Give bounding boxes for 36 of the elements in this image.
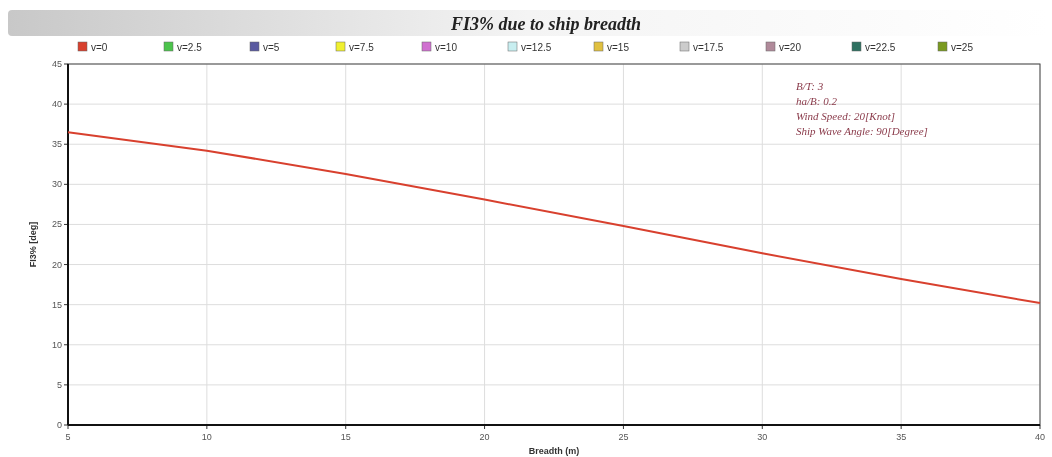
legend-label: v=10 [435, 41, 458, 53]
legend-label: v=25 [951, 41, 974, 53]
x-tick-label: 15 [340, 432, 351, 442]
x-tick-label: 10 [201, 432, 212, 442]
y-tick-label: 0 [56, 420, 62, 430]
x-tick-label: 20 [479, 432, 490, 442]
y-tick-label: 30 [51, 179, 62, 190]
y-tick-label: 5 [56, 379, 62, 390]
legend-label: v=2.5 [177, 41, 203, 53]
legend-label: v=20 [779, 41, 802, 53]
legend-label: v=22.5 [865, 41, 896, 53]
legend-label: v=7.5 [349, 41, 375, 53]
y-tick-label: 20 [51, 259, 62, 270]
annotation: Wind Speed: 20[Knot] [796, 110, 895, 122]
x-tick-label: 25 [618, 432, 629, 442]
annotation: Ship Wave Angle: 90[Degree] [796, 125, 928, 137]
y-tick-label: 10 [51, 339, 62, 350]
y-tick-label: 25 [51, 219, 62, 230]
annotation: B/T: 3 [796, 80, 824, 92]
y-axis-title: FI3% [deg] [28, 221, 38, 268]
x-tick-label: 5 [65, 432, 71, 442]
legend-label: v=12.5 [521, 41, 552, 53]
x-tick-label: 30 [757, 432, 768, 442]
y-tick-label: 15 [51, 299, 62, 310]
legend-label: v=0 [91, 41, 108, 53]
x-tick-label: 40 [1034, 432, 1046, 442]
x-axis-title: Breadth (m) [528, 446, 580, 456]
x-tick-label: 35 [896, 432, 907, 442]
legend-label: v=5 [263, 41, 280, 53]
legend-label: v=15 [607, 41, 630, 53]
chart-title: FI3% due to ship breadth [449, 14, 642, 34]
annotation: ha/B: 0.2 [796, 95, 838, 107]
y-tick-label: 45 [51, 59, 62, 69]
y-tick-label: 35 [51, 139, 62, 150]
y-tick-label: 40 [51, 99, 62, 110]
legend-label: v=17.5 [693, 41, 724, 53]
